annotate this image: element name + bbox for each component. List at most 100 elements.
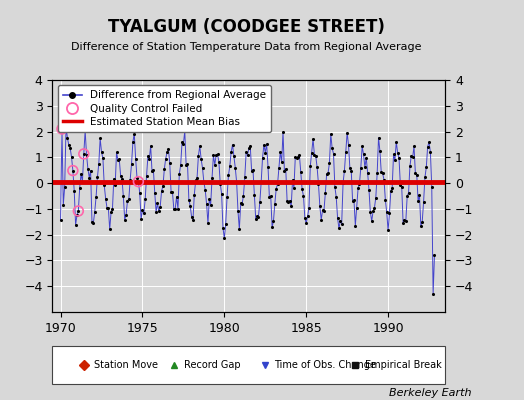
- Point: [395, 155, 403, 161]
- Point: [391, 157, 399, 164]
- Point: [201, 187, 210, 193]
- Text: Berkeley Earth: Berkeley Earth: [389, 388, 472, 398]
- Point: [328, 145, 336, 152]
- Point: [74, 208, 82, 214]
- Point: [246, 143, 255, 149]
- Point: [197, 156, 205, 162]
- Point: [190, 191, 199, 198]
- Point: [82, 151, 91, 158]
- Point: [406, 163, 414, 169]
- Point: [306, 163, 314, 169]
- Point: [81, 128, 90, 134]
- Point: [342, 148, 350, 155]
- Point: [343, 129, 352, 136]
- Point: [133, 174, 141, 181]
- Point: [267, 193, 275, 199]
- Point: [242, 149, 250, 155]
- Point: [309, 136, 317, 142]
- Point: [71, 222, 80, 228]
- Point: [283, 198, 291, 204]
- Point: [60, 184, 69, 190]
- Point: [213, 151, 222, 158]
- Point: [353, 204, 361, 211]
- Point: [335, 225, 343, 232]
- Point: [366, 209, 375, 216]
- Point: [157, 188, 166, 194]
- Point: [331, 184, 339, 190]
- Point: [256, 199, 264, 206]
- Point: [297, 169, 305, 175]
- Point: [119, 193, 127, 200]
- Point: [359, 151, 368, 158]
- Point: [164, 145, 172, 152]
- Point: [241, 174, 249, 180]
- Point: [253, 213, 261, 220]
- Point: [332, 194, 341, 200]
- Point: [339, 180, 347, 186]
- Point: [429, 291, 438, 297]
- Point: [219, 225, 227, 231]
- Point: [257, 179, 265, 185]
- Point: [344, 142, 353, 148]
- Point: [337, 220, 346, 227]
- Point: [326, 131, 335, 137]
- Point: [398, 184, 406, 190]
- Point: [336, 217, 344, 224]
- Point: [104, 205, 113, 211]
- Point: [178, 139, 186, 146]
- Point: [171, 206, 179, 212]
- Point: [84, 166, 92, 172]
- Point: [93, 174, 102, 180]
- Point: [105, 226, 114, 232]
- Point: [264, 163, 272, 170]
- Point: [292, 155, 301, 162]
- Point: [399, 220, 407, 226]
- Point: [348, 198, 357, 204]
- Point: [191, 177, 200, 184]
- Point: [401, 218, 410, 224]
- Point: [410, 143, 418, 150]
- Point: [184, 196, 193, 203]
- Point: [175, 171, 183, 177]
- Point: [354, 185, 362, 192]
- Point: [425, 139, 433, 145]
- Point: [174, 206, 182, 212]
- Point: [181, 128, 189, 134]
- Point: [270, 200, 279, 207]
- Point: [325, 160, 334, 166]
- Point: [295, 152, 303, 158]
- Point: [394, 150, 402, 156]
- Point: [134, 178, 143, 185]
- Point: [400, 216, 409, 223]
- Point: [118, 176, 126, 182]
- Point: [346, 165, 354, 172]
- Point: [200, 179, 208, 185]
- Point: [168, 189, 177, 196]
- Point: [376, 148, 384, 154]
- Point: [302, 220, 310, 226]
- Point: [384, 227, 392, 234]
- Point: [260, 142, 268, 148]
- Point: [75, 184, 84, 191]
- Point: [407, 153, 416, 159]
- Point: [422, 164, 431, 170]
- Point: [129, 138, 137, 145]
- Point: [350, 197, 358, 203]
- Point: [236, 200, 245, 206]
- Point: [268, 224, 276, 230]
- Point: [212, 152, 221, 158]
- Point: [195, 143, 204, 149]
- Point: [269, 218, 278, 224]
- Point: [217, 191, 226, 197]
- Point: [115, 156, 124, 162]
- Point: [141, 196, 149, 203]
- Point: [163, 149, 171, 156]
- Point: [226, 163, 234, 170]
- Point: [369, 208, 377, 214]
- Point: [154, 200, 162, 206]
- Point: [239, 192, 248, 199]
- Point: [423, 143, 432, 150]
- Point: [202, 201, 211, 208]
- Point: [137, 216, 145, 222]
- Point: [373, 170, 381, 176]
